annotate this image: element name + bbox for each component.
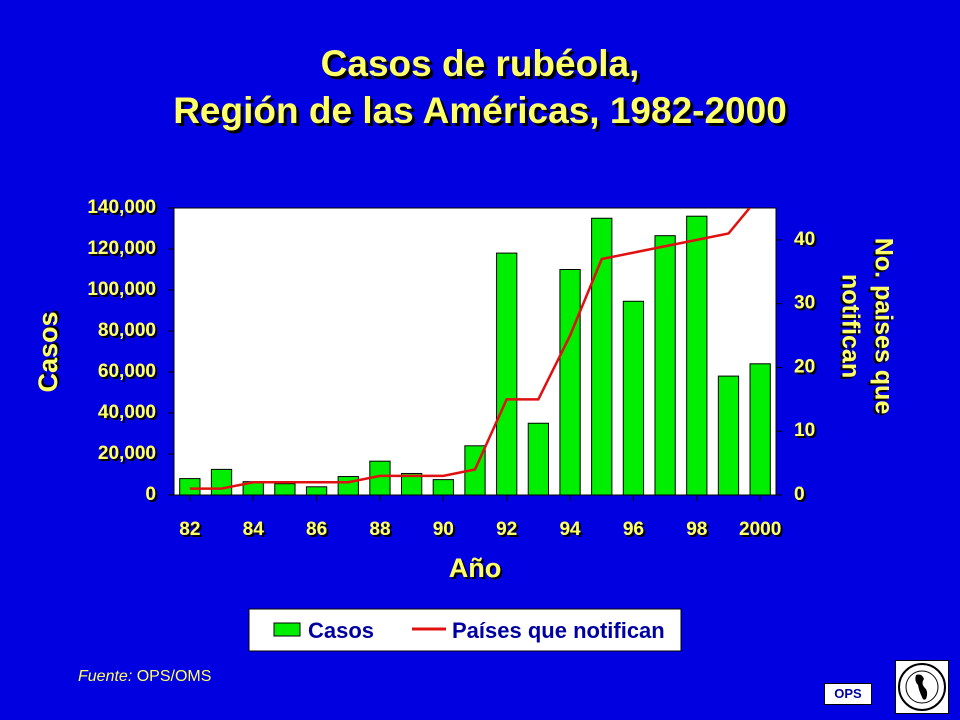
- bar-1992: [496, 252, 518, 496]
- x-tick-label: 82: [179, 519, 200, 540]
- x-tick-label: 88: [369, 519, 390, 540]
- x-tick-label: 92: [496, 519, 517, 540]
- bar-1982: [179, 478, 201, 496]
- legend-label-paises: Países que notifican: [452, 618, 665, 643]
- bar-1998: [686, 215, 708, 496]
- bar-1994: [559, 269, 581, 496]
- legend-swatch-casos: [273, 622, 301, 637]
- bar-1999: [717, 375, 740, 496]
- x-tick-label: 84: [243, 519, 265, 540]
- line-paises-que-notifican: [189, 208, 752, 490]
- bar-1993: [527, 422, 550, 496]
- y-tick-label: 100,000: [87, 279, 156, 300]
- y-tick-label: 80,000: [98, 320, 156, 341]
- source-text: OPS/OMS: [136, 668, 212, 685]
- y2-tick-label: 10: [794, 420, 815, 441]
- bar-1986: [305, 486, 328, 496]
- source-note: Fuente: OPS/OMS: [78, 668, 211, 686]
- chart-title-line1: Casos de rubéola,: [320, 43, 640, 84]
- bar-1983: [210, 468, 233, 496]
- bar-1987: [337, 476, 359, 496]
- bar-1990: [432, 479, 454, 496]
- x-tick-label: 2000: [739, 519, 781, 540]
- y-axis-label: Casos: [33, 311, 63, 392]
- bar-1985: [274, 483, 296, 496]
- y-tick-label: 60,000: [98, 361, 156, 382]
- y2-tick-label: 30: [794, 293, 815, 314]
- y2-axis-label-line1: No. paises que: [869, 238, 897, 415]
- bar-1997: [654, 235, 676, 496]
- y-tick-label: 40,000: [98, 402, 156, 423]
- y2-tick-label: 0: [794, 484, 805, 505]
- ops-logo-text: OPS: [824, 683, 872, 705]
- y-tick-label: 120,000: [87, 238, 156, 259]
- y-tick-label: 0: [145, 484, 156, 505]
- y2-tick-label: 40: [794, 229, 815, 250]
- x-tick-label: 96: [623, 519, 644, 540]
- y2-axis-label-line2: notifican: [836, 274, 864, 378]
- x-tick-label: 94: [559, 519, 581, 540]
- bar-1996: [622, 300, 645, 496]
- x-tick-label: 86: [306, 519, 327, 540]
- legend: Casos Países que notifican: [248, 608, 682, 652]
- y-tick-label: 140,000: [87, 197, 156, 218]
- source-label: Fuente:: [78, 668, 133, 685]
- paho-globe-logo: [895, 660, 949, 714]
- legend-label-casos: Casos: [308, 618, 374, 643]
- x-tick-label: 98: [686, 519, 707, 540]
- x-tick-label: 90: [433, 519, 454, 540]
- y-tick-label: 20,000: [98, 443, 156, 464]
- y2-tick-label: 20: [794, 356, 815, 377]
- bar-2000: [749, 363, 771, 496]
- x-axis-label: Año: [449, 553, 501, 583]
- chart-title-line2: Región de las Américas, 1982-2000: [173, 90, 787, 131]
